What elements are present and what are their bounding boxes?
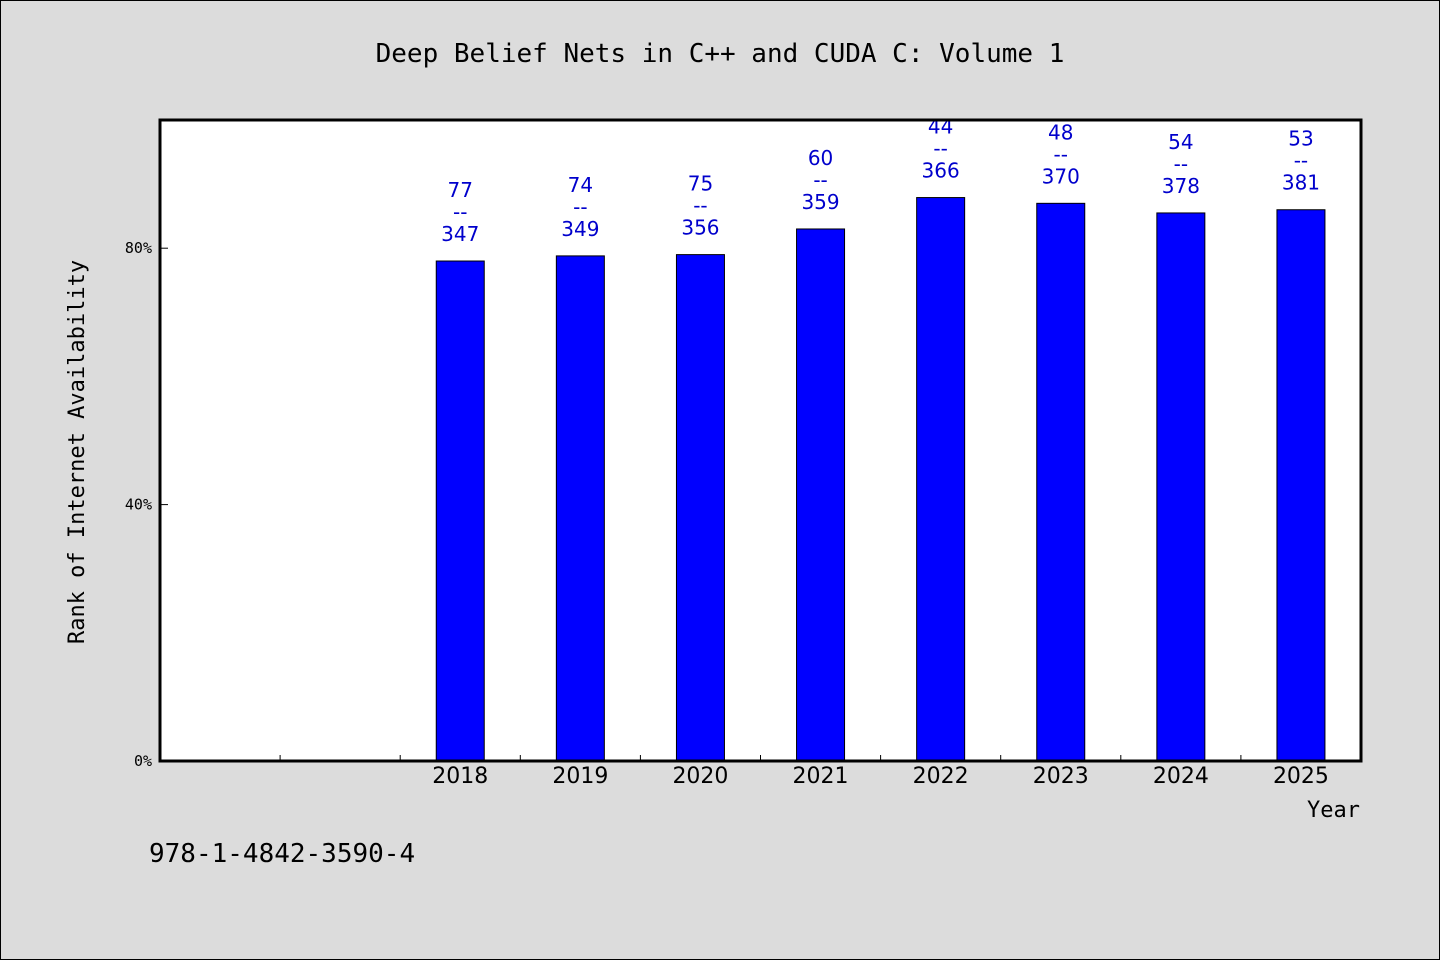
data-label-2019: 74 <box>568 173 593 197</box>
data-label-2024: -- <box>1174 152 1188 176</box>
data-label-2024: 378 <box>1162 174 1200 198</box>
y-tick-label: 0% <box>134 752 152 770</box>
data-label-2020: 75 <box>688 172 713 196</box>
bar-2021 <box>796 228 846 762</box>
x-tick-label-2020: 2020 <box>672 764 728 789</box>
data-label-2018: 77 <box>448 178 473 202</box>
x-tick-label-2018: 2018 <box>432 764 488 789</box>
bar-2025 <box>1276 209 1326 762</box>
chart-title: Deep Belief Nets in C++ and CUDA C: Volu… <box>376 39 1065 69</box>
data-label-2025: 53 <box>1288 127 1313 151</box>
bars-group <box>435 197 1326 762</box>
data-label-2020: 356 <box>681 216 719 240</box>
value-labels-group: 77--34774--34975--35660--35944--36648--3… <box>441 115 1320 246</box>
y-axis: 0% 40% 80% <box>125 239 168 770</box>
x-tick-label-2024: 2024 <box>1153 764 1209 789</box>
y-tick-label: 40% <box>125 496 152 514</box>
bar-2018 <box>435 260 485 762</box>
bar-2022 <box>916 197 966 762</box>
data-label-2022: -- <box>933 137 947 161</box>
x-axis-label: Year <box>1307 798 1360 823</box>
x-tick-label-2022: 2022 <box>913 764 969 789</box>
data-label-2022: 366 <box>922 159 960 183</box>
x-axis: 2018 2019 2020 2021 2022 2023 2024 2025 <box>159 755 1362 789</box>
data-label-2019: 349 <box>561 217 599 241</box>
data-label-2019: -- <box>573 195 587 219</box>
x-tick-label-2019: 2019 <box>552 764 608 789</box>
data-label-2025: 381 <box>1282 171 1320 195</box>
data-label-2023: 48 <box>1048 120 1073 144</box>
data-label-2022: 44 <box>928 115 953 139</box>
x-tick-label-2023: 2023 <box>1033 764 1089 789</box>
bar-2024 <box>1156 212 1206 762</box>
isbn-text: 978-1-4842-3590-4 <box>149 839 415 869</box>
bar-2019 <box>555 255 605 762</box>
y-axis-label: Rank of Internet Availability <box>65 260 90 644</box>
data-label-2021: 359 <box>801 190 839 214</box>
data-label-2023: -- <box>1054 142 1068 166</box>
bar-2020 <box>675 254 725 762</box>
data-label-2020: -- <box>693 194 707 218</box>
data-label-2021: 60 <box>808 146 833 170</box>
data-label-2018: -- <box>453 200 467 224</box>
data-label-2018: 347 <box>441 222 479 246</box>
data-label-2024: 54 <box>1168 130 1193 154</box>
bar-2023 <box>1036 202 1086 762</box>
y-tick-label: 80% <box>125 239 152 257</box>
data-label-2023: 370 <box>1042 164 1080 188</box>
x-tick-label-2021: 2021 <box>793 764 849 789</box>
data-label-2021: -- <box>813 168 827 192</box>
x-tick-label-2025: 2025 <box>1273 764 1329 789</box>
data-label-2025: -- <box>1294 149 1308 173</box>
